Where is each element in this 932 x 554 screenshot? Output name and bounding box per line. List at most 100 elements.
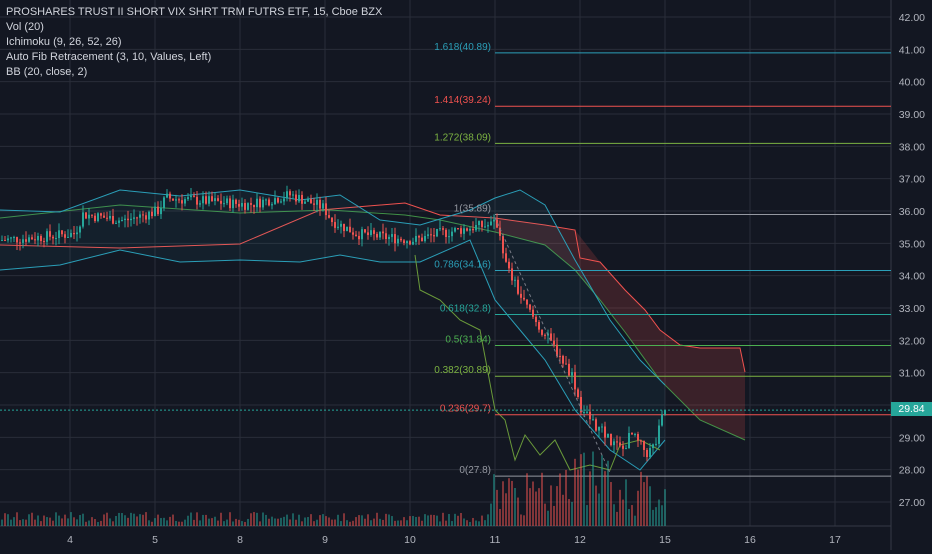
fib-label: 0.382(30.89) [434, 365, 491, 376]
volume-bar [352, 520, 354, 526]
price-axis-label: 36.00 [899, 206, 925, 218]
volume-bar [343, 513, 345, 526]
candle-body [67, 236, 69, 238]
candle-body [202, 196, 204, 204]
candle-body [463, 228, 465, 234]
price-axis-label: 31.00 [899, 368, 925, 380]
volume-bar [358, 515, 360, 526]
candle-body [502, 235, 504, 254]
candle-body [544, 334, 546, 336]
candle-body [262, 199, 264, 208]
volume-bar [103, 514, 105, 526]
volume-bar [469, 521, 471, 526]
symbol-title[interactable]: PROSHARES TRUST II SHORT VIX SHRT TRM FU… [6, 6, 383, 18]
volume-bar [313, 521, 315, 526]
volume-bar [526, 473, 528, 526]
volume-bar [478, 521, 480, 526]
candle-body [556, 344, 558, 356]
bb-lower [0, 239, 666, 471]
candle-body [313, 203, 315, 205]
candle-body [574, 372, 576, 390]
legend-ichimoku[interactable]: Ichimoku (9, 26, 52, 26) [6, 36, 122, 48]
candle-body [49, 231, 51, 237]
volume-bar [13, 517, 15, 526]
candle-body [274, 198, 276, 205]
volume-bar [535, 491, 537, 526]
volume-bar [55, 512, 57, 526]
candle-body [328, 215, 330, 218]
candle-body [469, 228, 471, 231]
candle-body [145, 215, 147, 220]
volume-bar [463, 518, 465, 526]
candle-body [658, 425, 660, 444]
volume-bar [355, 517, 357, 526]
volume-bar [244, 521, 246, 526]
volume-bar [115, 515, 117, 526]
price-axis-label: 28.00 [899, 465, 925, 477]
candle-body [394, 234, 396, 244]
fib-label: 0.618(32.8) [440, 303, 491, 314]
candle-body [592, 419, 594, 421]
candle-body [373, 230, 375, 234]
candle-body [553, 340, 555, 345]
volume-bar [631, 505, 633, 526]
candle-body [616, 441, 618, 443]
volume-bar [454, 513, 456, 526]
candle-body [127, 218, 129, 221]
candle-body [649, 448, 651, 458]
volume-bar [574, 458, 576, 526]
candle-body [28, 237, 30, 242]
volume-bar [385, 513, 387, 526]
volume-bar [319, 515, 321, 526]
volume-bar [370, 520, 372, 526]
time-axis-label: 11 [490, 534, 501, 546]
volume-bar [328, 517, 330, 526]
volume-bar [472, 517, 474, 526]
candle-body [70, 233, 72, 237]
candle-body [358, 235, 360, 240]
candle-body [412, 241, 414, 245]
candle-body [646, 449, 648, 458]
candle-body [364, 229, 366, 233]
candle-body [103, 215, 105, 218]
candle-body [244, 203, 246, 210]
candle-body [112, 215, 114, 224]
volume-bar [523, 515, 525, 526]
candle-body [445, 229, 447, 238]
candle-body [241, 203, 243, 207]
volume-bar [4, 513, 6, 526]
legend-fib[interactable]: Auto Fib Retracement (3, 10, Values, Lef… [6, 51, 212, 63]
volume-bar [184, 519, 186, 526]
fib-label: 1(35.89) [454, 204, 491, 215]
candle-body [55, 238, 57, 240]
volume-bar [202, 514, 204, 526]
candle-body [208, 196, 210, 204]
candle-body [160, 208, 162, 215]
volume-bar [361, 515, 363, 526]
candle-body [19, 242, 21, 244]
candle-body [487, 225, 489, 227]
candle-body [217, 198, 219, 201]
volume-bar [589, 471, 591, 526]
volume-bar [430, 514, 432, 526]
volume-bar [379, 518, 381, 526]
candle-body [298, 194, 300, 202]
volume-bar [364, 518, 366, 526]
volume-bar [532, 481, 534, 526]
time-axis-label: 10 [404, 534, 416, 546]
legend-bb[interactable]: BB (20, close, 2) [6, 66, 88, 78]
candle-body [514, 279, 516, 281]
candle-body [631, 433, 633, 435]
volume-bar [601, 455, 603, 526]
candle-body [181, 200, 183, 204]
volume-bar [502, 481, 504, 526]
candle-body [355, 234, 357, 236]
fib-label: 0.5(31.84) [445, 335, 491, 346]
candle-body [439, 228, 441, 230]
volume-bar [571, 501, 573, 526]
candle-body [610, 433, 612, 446]
legend-volume[interactable]: Vol (20) [6, 21, 44, 33]
volume-bar [106, 512, 108, 526]
